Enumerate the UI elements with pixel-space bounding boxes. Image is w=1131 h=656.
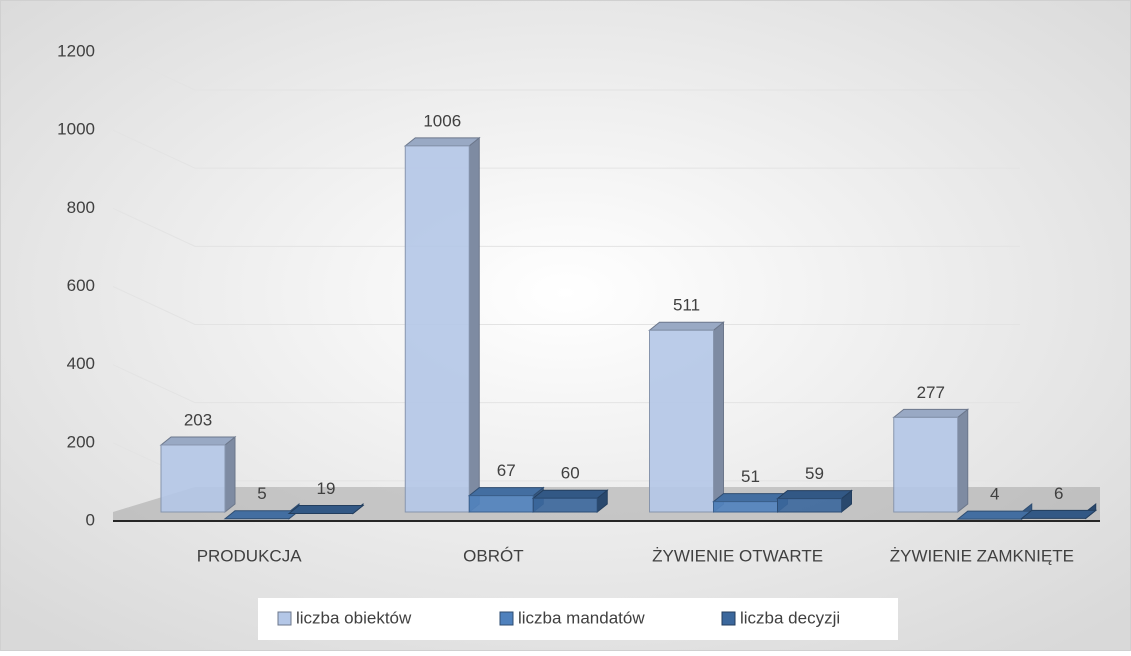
bar <box>777 498 842 513</box>
legend-swatch <box>721 611 736 626</box>
data-label: 1006 <box>423 111 461 130</box>
bar-side <box>224 435 236 514</box>
bar-top <box>531 489 609 499</box>
legend-swatch <box>499 611 514 626</box>
bar-top <box>467 487 545 497</box>
bar-top <box>956 510 1034 520</box>
grid-line <box>112 51 1020 91</box>
bar-side <box>957 408 969 514</box>
bar <box>713 501 778 513</box>
x-tick-label: ŻYWIENIE ZAMKNIĘTE <box>890 546 1074 565</box>
bar <box>893 416 959 513</box>
bar-top <box>712 493 789 503</box>
grid-line <box>112 286 1020 325</box>
data-label: 5 <box>257 484 266 503</box>
bar-side <box>468 136 480 514</box>
y-tick-label: 400 <box>67 354 95 373</box>
data-label: 511 <box>673 296 700 315</box>
bar <box>649 329 714 513</box>
data-label: 4 <box>990 485 999 504</box>
bar-top <box>223 510 301 520</box>
bar <box>468 495 534 513</box>
bar-top <box>776 490 853 500</box>
bar-top <box>1020 509 1098 519</box>
data-label: 60 <box>561 464 580 483</box>
y-tick-label: 1200 <box>57 41 95 60</box>
data-label: 67 <box>497 461 516 480</box>
data-label: 6 <box>1054 484 1063 503</box>
data-label: 51 <box>741 467 760 486</box>
bar-top <box>892 408 970 418</box>
bar <box>404 145 470 513</box>
bar <box>532 497 598 513</box>
y-tick-label: 800 <box>67 198 95 217</box>
data-label: 59 <box>805 464 824 483</box>
legend-label: liczba decyzji <box>740 608 840 627</box>
data-label: 19 <box>317 479 336 498</box>
bar-top <box>159 436 237 446</box>
legend-swatch <box>277 611 292 626</box>
y-tick-label: 1000 <box>57 120 95 139</box>
legend-box <box>258 598 898 640</box>
data-label: 277 <box>917 383 945 402</box>
grid-line <box>112 207 1020 247</box>
y-tick-label: 600 <box>67 276 95 295</box>
x-tick-label: ŻYWIENIE OTWARTE <box>652 546 823 565</box>
x-tick-label: OBRÓT <box>463 546 523 565</box>
grid-line <box>112 129 1020 169</box>
legend-label: liczba obiektów <box>296 608 412 627</box>
y-tick-label: 0 <box>86 510 95 529</box>
y-tick-label: 200 <box>67 432 95 451</box>
bar-top <box>648 321 725 331</box>
legend-label: liczba mandatów <box>518 608 645 627</box>
grid-line <box>112 364 1020 404</box>
bar <box>160 444 226 513</box>
data-label: 203 <box>184 410 212 429</box>
bar-side <box>713 321 724 514</box>
x-tick-label: PRODUKCJA <box>197 546 303 565</box>
bar-top <box>287 505 365 515</box>
bar-top <box>403 137 481 147</box>
